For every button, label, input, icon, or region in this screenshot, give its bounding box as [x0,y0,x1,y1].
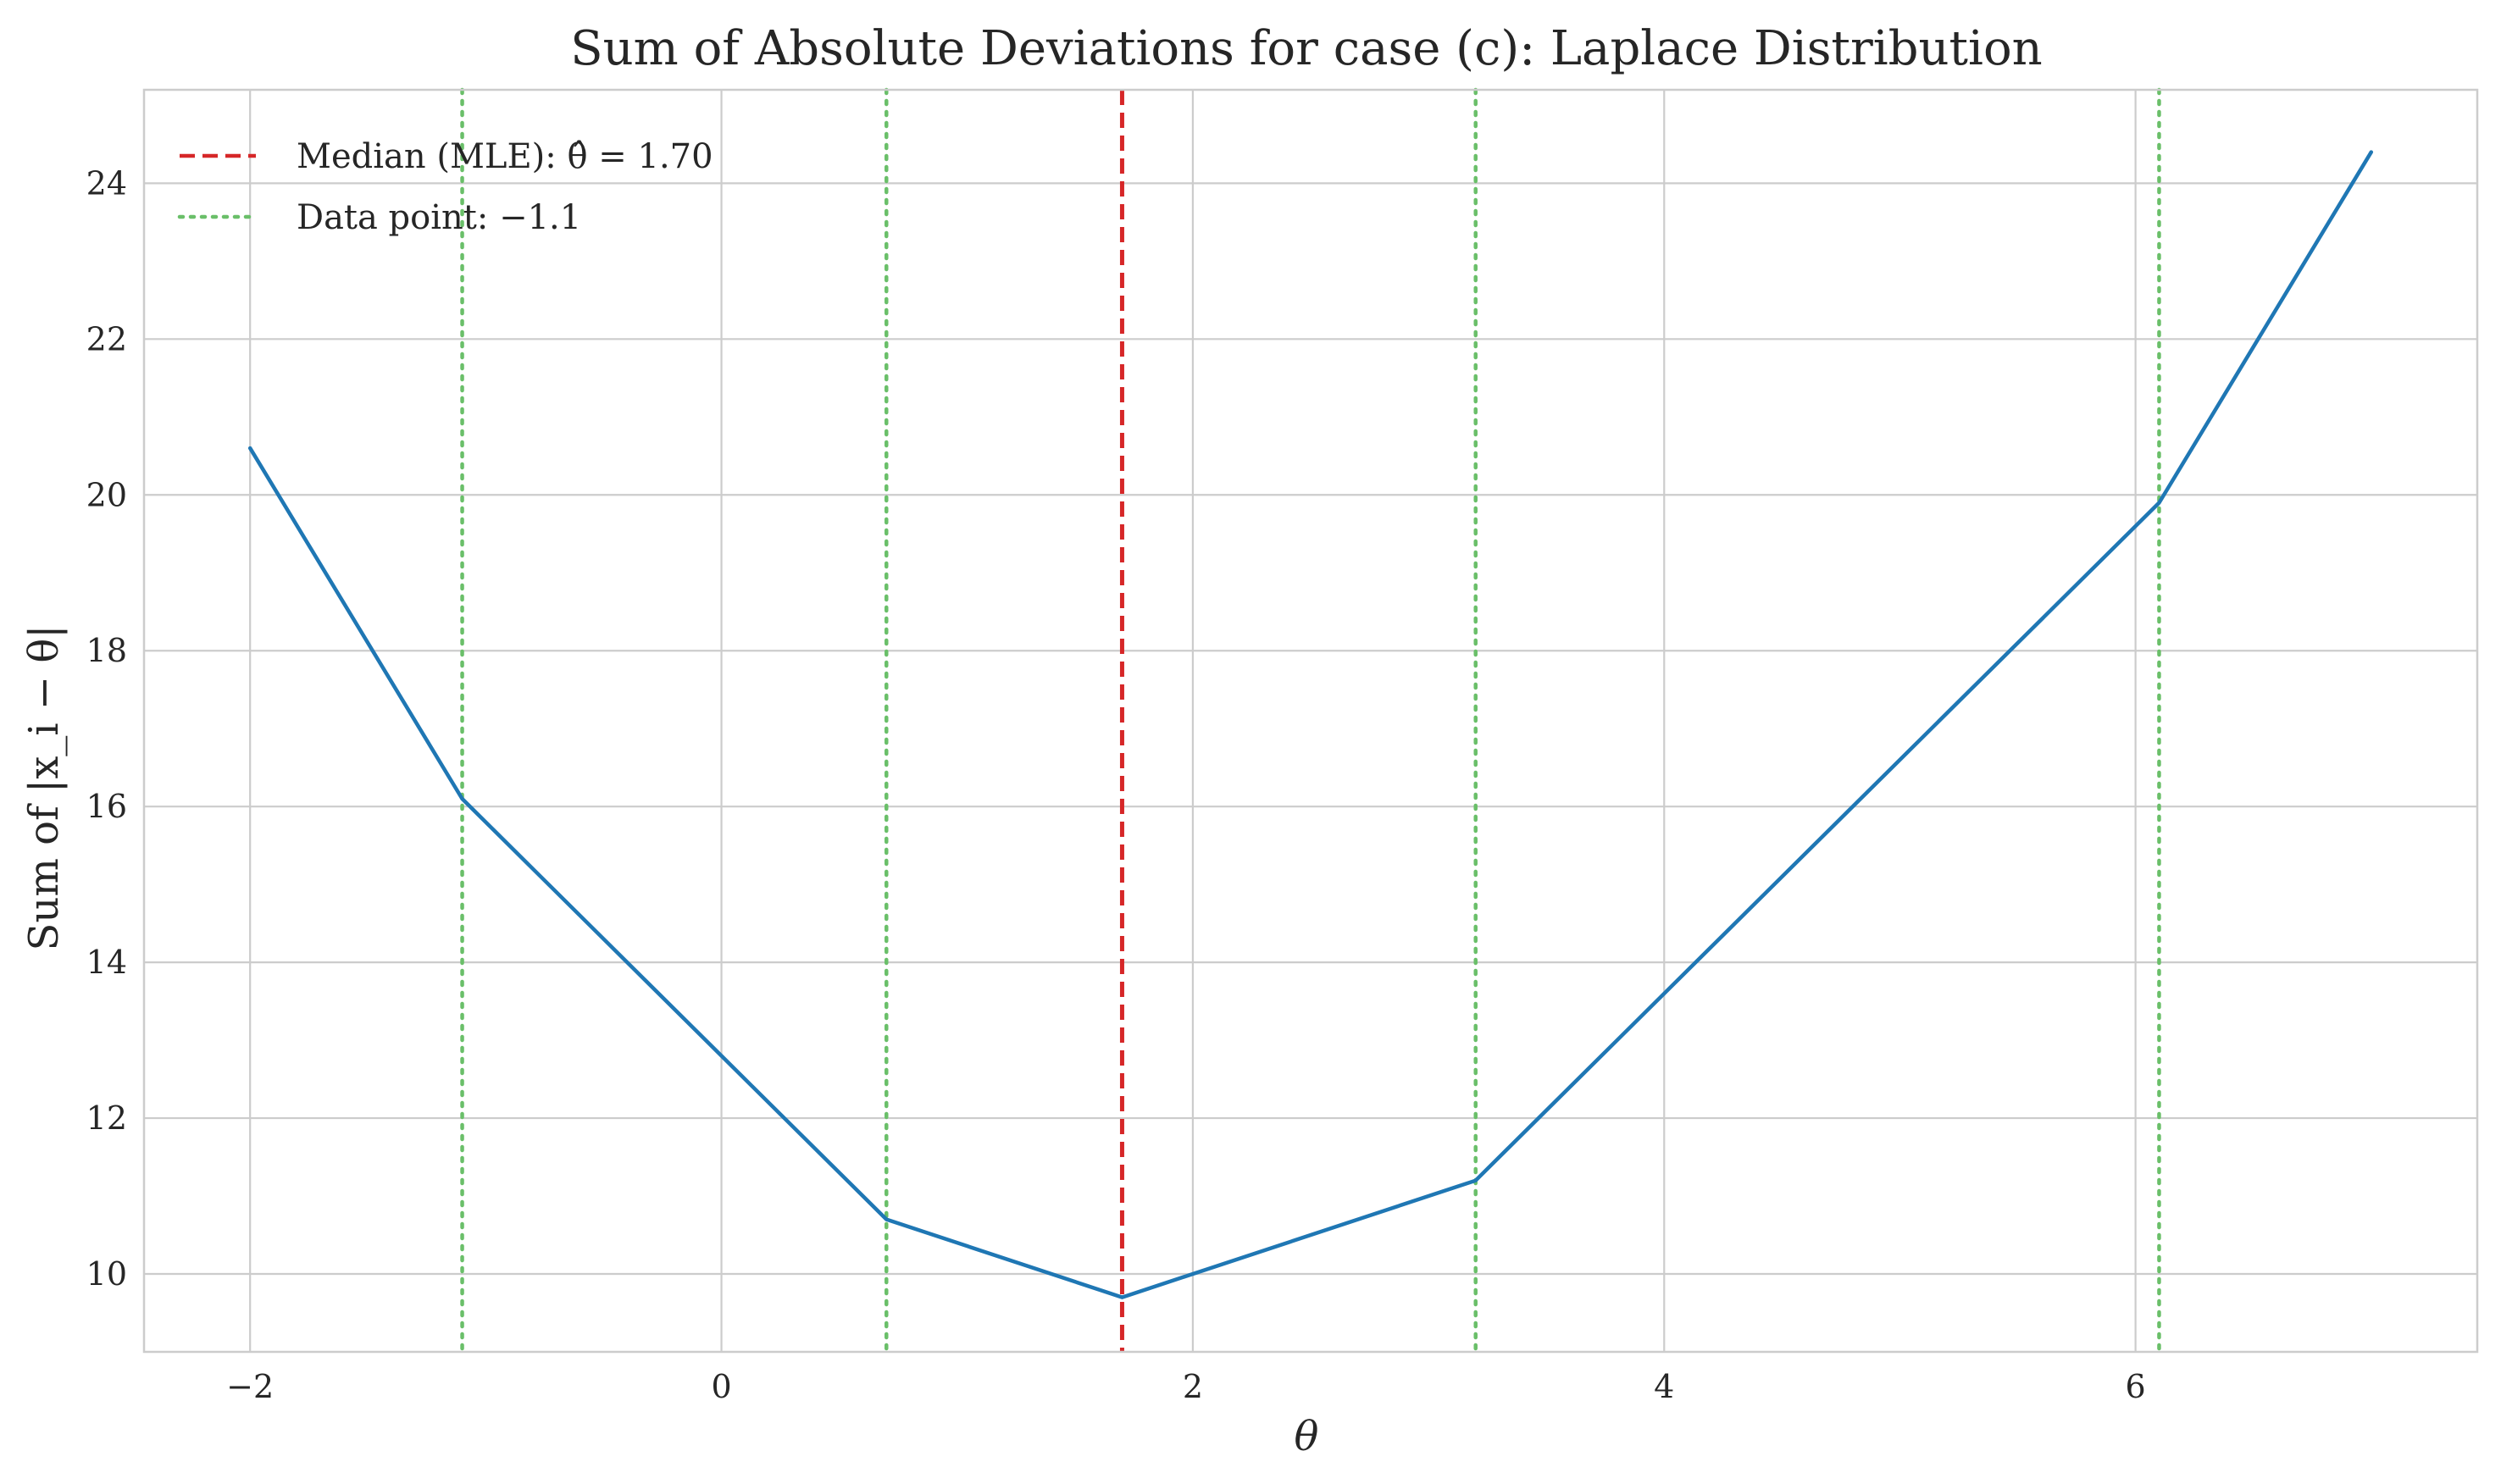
y-tick-label: 14 [86,944,127,981]
x-tick-label: 2 [1183,1368,1203,1405]
sad-curve [247,150,2374,1299]
legend: Median (MLE): θ̂ = 1.70 Data point: −1.1 [177,137,713,237]
legend-label: Data point: −1.1 [297,198,581,237]
y-tick-label: 20 [86,476,127,513]
x-tick-label: 0 [711,1368,731,1405]
plot-frame [142,88,2479,1354]
y-tick-label: 24 [86,164,127,202]
y-tick-label: 18 [86,632,127,669]
series-layer [247,150,2374,1299]
vline-layer [460,87,2161,1354]
legend-label: Median (MLE): θ̂ = 1.70 [297,137,713,176]
x-tick-label: −2 [226,1368,274,1405]
y-tick-label: 10 [86,1255,127,1293]
grid-layer [144,90,2477,1352]
y-tick-label: 12 [86,1099,127,1137]
x-tick-label: 6 [2126,1368,2146,1405]
y-tick-label: 16 [86,788,127,825]
y-axis-label: Sum of |x_i − θ| [20,625,68,951]
chart-title: Sum of Absolute Deviations for case (c):… [570,21,2042,76]
x-tick-label: 4 [1654,1368,1674,1405]
y-tick-label: 22 [86,320,127,357]
x-axis-label: θ [1295,1413,1319,1460]
